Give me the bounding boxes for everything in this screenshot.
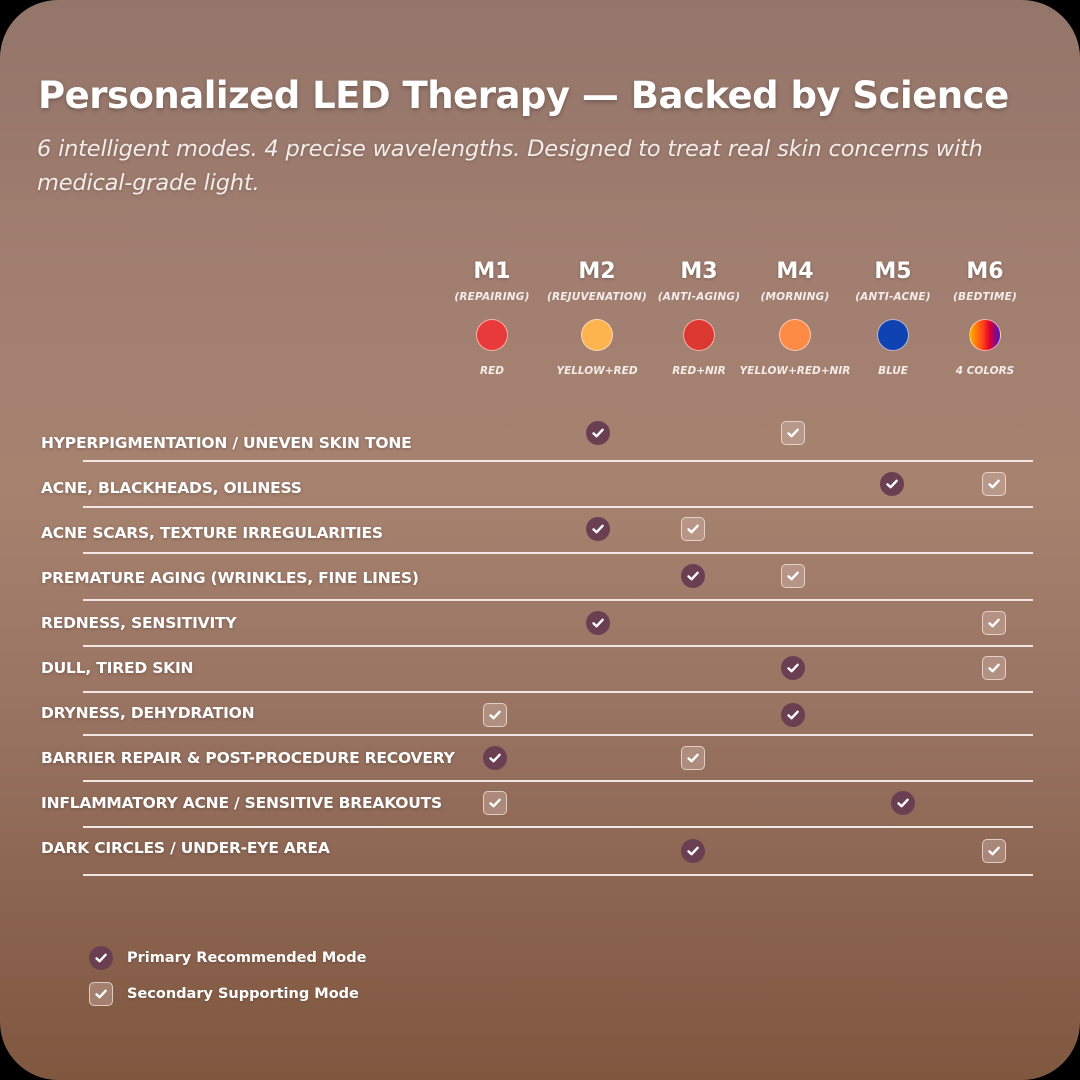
check-square-icon bbox=[483, 791, 507, 815]
row-divider bbox=[83, 691, 1033, 693]
check-square-icon bbox=[982, 839, 1006, 863]
check-square-icon bbox=[781, 564, 805, 588]
red-light-swatch-icon bbox=[476, 319, 508, 351]
mode-name: (ANTI-AGING) bbox=[657, 291, 741, 303]
check-square-icon bbox=[982, 611, 1006, 635]
mode-header-m3: M3 (ANTI-AGING) RED+NIR bbox=[639, 258, 759, 378]
row-divider bbox=[83, 552, 1033, 554]
row-divider bbox=[83, 645, 1033, 647]
concern-label: DRYNESS, DEHYDRATION bbox=[41, 704, 255, 722]
row-divider bbox=[83, 780, 1033, 782]
row-divider bbox=[83, 826, 1033, 828]
mode-id: M1 bbox=[473, 259, 511, 284]
red-nir-light-swatch-icon bbox=[683, 319, 715, 351]
legend-primary-label: Primary Recommended Mode bbox=[127, 950, 367, 966]
concern-label: REDNESS, SENSITIVITY bbox=[41, 614, 237, 632]
mode-header-m1: M1 (REPAIRING) RED bbox=[432, 258, 552, 378]
mode-color-label: RED+NIR bbox=[672, 365, 726, 377]
four-color-light-swatch-icon bbox=[969, 319, 1001, 351]
check-square-icon bbox=[483, 703, 507, 727]
check-circle-icon bbox=[781, 703, 805, 727]
mode-color-label: 4 COLORS bbox=[955, 365, 1015, 377]
row-divider bbox=[83, 460, 1033, 462]
mode-name: (BEDTIME) bbox=[953, 291, 1017, 303]
check-circle-icon bbox=[586, 517, 610, 541]
row-divider bbox=[83, 599, 1033, 601]
concern-label: PREMATURE AGING (WRINKLES, FINE LINES) bbox=[41, 569, 419, 587]
check-square-icon bbox=[982, 472, 1006, 496]
mode-header-m6: M6 (BEDTIME) 4 COLORS bbox=[925, 258, 1045, 378]
check-square-icon bbox=[89, 982, 113, 1006]
check-circle-icon bbox=[483, 746, 507, 770]
mode-name: (REPAIRING) bbox=[454, 291, 530, 303]
legend-secondary: Secondary Supporting Mode bbox=[89, 982, 359, 1006]
mode-header-m4: M4 (MORNING) YELLOW+RED+NIR bbox=[735, 258, 855, 378]
concern-label: ACNE, BLACKHEADS, OILINESS bbox=[41, 479, 302, 497]
mode-id: M2 bbox=[578, 259, 616, 284]
row-divider bbox=[83, 506, 1033, 508]
mode-header-m5: M5 (ANTI-ACNE) BLUE bbox=[833, 258, 953, 378]
mode-id: M4 bbox=[776, 259, 814, 284]
check-circle-icon bbox=[880, 472, 904, 496]
page-title: Personalized LED Therapy — Backed by Sci… bbox=[38, 74, 1009, 117]
concern-label: BARRIER REPAIR & POST-PROCEDURE RECOVERY bbox=[41, 749, 455, 767]
mode-id: M6 bbox=[966, 259, 1004, 284]
check-square-icon bbox=[781, 421, 805, 445]
page-subtitle: 6 intelligent modes. 4 precise wavelengt… bbox=[37, 136, 983, 196]
concern-label: DULL, TIRED SKIN bbox=[41, 659, 194, 677]
legend-secondary-label: Secondary Supporting Mode bbox=[127, 986, 359, 1002]
mode-id: M5 bbox=[874, 259, 912, 284]
concern-label: ACNE SCARS, TEXTURE IRREGULARITIES bbox=[41, 524, 383, 542]
mode-id: M3 bbox=[680, 259, 718, 284]
check-circle-icon bbox=[781, 656, 805, 680]
row-divider bbox=[83, 734, 1033, 736]
concern-label: HYPERPIGMENTATION / UNEVEN SKIN TONE bbox=[41, 434, 412, 452]
mode-name: (MORNING) bbox=[760, 291, 830, 303]
concern-label: INFLAMMATORY ACNE / SENSITIVE BREAKOUTS bbox=[41, 794, 443, 812]
concern-label: DARK CIRCLES / UNDER-EYE AREA bbox=[41, 839, 330, 857]
check-circle-icon bbox=[586, 421, 610, 445]
mode-name: (ANTI-ACNE) bbox=[855, 291, 931, 303]
mode-color-label: YELLOW+RED+NIR bbox=[739, 365, 851, 377]
yellow-red-light-swatch-icon bbox=[581, 319, 613, 351]
mode-color-label: YELLOW+RED bbox=[556, 365, 638, 377]
check-circle-icon bbox=[586, 611, 610, 635]
mode-color-label: RED bbox=[480, 365, 504, 377]
mode-color-label: BLUE bbox=[878, 365, 908, 377]
check-circle-icon bbox=[681, 564, 705, 588]
check-square-icon bbox=[681, 746, 705, 770]
blue-light-swatch-icon bbox=[877, 319, 909, 351]
mode-header-m2: M2 (REJUVENATION) YELLOW+RED bbox=[537, 258, 657, 378]
check-circle-icon bbox=[891, 791, 915, 815]
check-square-icon bbox=[982, 656, 1006, 680]
legend-primary: Primary Recommended Mode bbox=[89, 946, 366, 970]
row-divider bbox=[83, 874, 1033, 876]
yellow-red-nir-light-swatch-icon bbox=[779, 319, 811, 351]
check-square-icon bbox=[681, 517, 705, 541]
mode-name: (REJUVENATION) bbox=[546, 291, 648, 303]
check-circle-icon bbox=[89, 946, 113, 970]
check-circle-icon bbox=[681, 839, 705, 863]
